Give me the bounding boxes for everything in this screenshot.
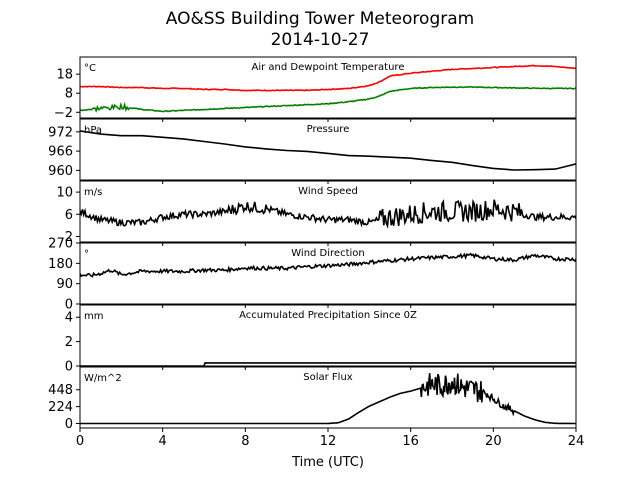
x-tick-label: 16 (402, 434, 419, 449)
x-tick-label: 0 (76, 434, 84, 449)
panel-2: 2 6 10 m/s Wind Speed (56, 180, 577, 246)
x-tick-label: 24 (568, 434, 585, 449)
series-line-1-0 (80, 130, 576, 171)
x-tick-label: 4 (159, 434, 167, 449)
y-tick-label: 0 (65, 360, 73, 375)
y-tick-label: 10 (56, 186, 73, 201)
y-tick-label: 180 (48, 257, 73, 272)
unit-label: ° (84, 249, 89, 260)
chart-subtitle: 2014-10-27 (271, 30, 370, 50)
y-tick-label: 270 (48, 237, 73, 252)
panel-title: Air and Dewpoint Temperature (252, 62, 405, 73)
series-line-5-0 (80, 373, 576, 425)
y-tick-label: 448 (48, 383, 73, 398)
x-tick-label: 20 (485, 434, 502, 449)
y-tick-label: −2 (54, 106, 73, 121)
series-line-2-0 (80, 198, 576, 230)
y-tick-label: 960 (48, 164, 73, 179)
y-tick-label: 18 (56, 68, 73, 83)
y-tick-label: 2 (65, 335, 73, 350)
unit-label: hPa (84, 125, 102, 136)
panel-1: 960 966 972 hPa Pressure (48, 118, 577, 184)
y-tick-label: 4 (65, 311, 73, 326)
x-axis: 0 4 8 12 16 20 24 (76, 434, 584, 449)
series-line-3-0 (80, 252, 576, 278)
x-tick-label: 12 (320, 434, 337, 449)
unit-label: m/s (84, 187, 102, 198)
y-tick-label: 90 (56, 277, 73, 292)
series-line-4-0 (80, 362, 576, 366)
panel-0: −2 8 18 °C Air and Dewpoint Temperature (54, 56, 577, 122)
panel-title: Pressure (307, 124, 350, 135)
y-tick-label: 972 (48, 125, 73, 140)
panel-5: 0 224 448 W/m^2 Solar Flux (48, 366, 577, 432)
x-tick-label: 8 (241, 434, 249, 449)
panel-title: Wind Direction (291, 248, 365, 259)
series-line-0-0 (80, 64, 576, 92)
panel-title: Solar Flux (303, 372, 353, 383)
y-tick-label: 224 (48, 400, 73, 415)
chart-title: AO&SS Building Tower Meteorogram (166, 9, 474, 29)
y-tick-label: 2 (65, 230, 73, 245)
panel-4: 0 2 4 mm Accumulated Precipitation Since 0Z (65, 304, 577, 375)
y-tick-label: 0 (65, 417, 73, 432)
y-tick-label: 0 (65, 298, 73, 313)
unit-label: °C (84, 63, 96, 74)
y-tick-label: 8 (65, 87, 73, 102)
x-axis-label: Time (UTC) (291, 455, 364, 470)
panel-title: Wind Speed (298, 186, 358, 197)
series-line-0-1 (80, 85, 576, 113)
y-tick-label: 6 (65, 208, 73, 223)
panel-3: 0 90 180 270 ° Wind Direction (48, 237, 577, 313)
y-tick-label: 966 (48, 145, 73, 160)
unit-label: mm (84, 311, 103, 322)
panel-title: Accumulated Precipitation Since 0Z (239, 310, 417, 321)
unit-label: W/m^2 (84, 373, 122, 384)
